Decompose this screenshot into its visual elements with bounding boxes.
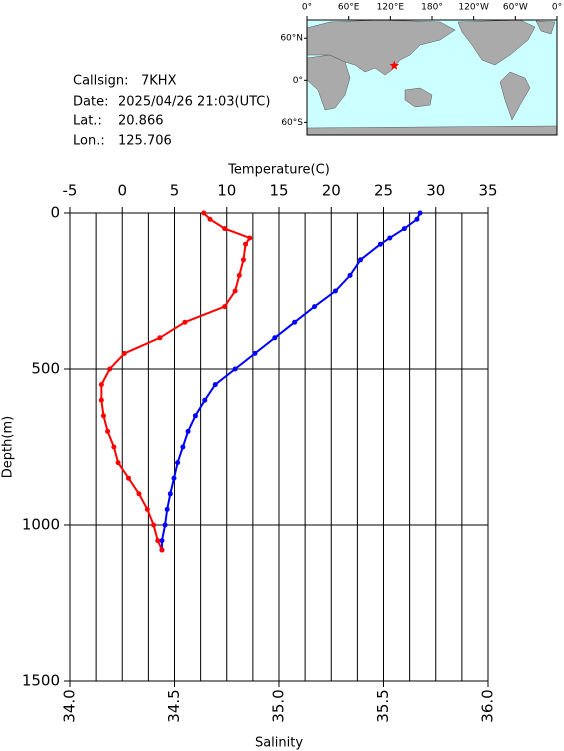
- profile-point: [247, 235, 253, 241]
- profile-point: [159, 538, 165, 544]
- profile-point: [222, 226, 228, 232]
- x2-tick-label: -5: [63, 182, 78, 200]
- map-x-tick-label: 60°W: [503, 3, 528, 13]
- x-tick-label: 34.5: [165, 689, 183, 722]
- profile-point: [414, 216, 420, 222]
- profile-point: [292, 319, 298, 325]
- profile-point: [185, 428, 191, 434]
- x2-tick-label: 20: [322, 182, 341, 200]
- lon-label: Lon.:: [73, 134, 105, 149]
- profile-point: [182, 319, 188, 325]
- profile-point: [98, 397, 104, 403]
- profile-point: [98, 382, 104, 388]
- lat: 20.866: [118, 114, 164, 129]
- profile-line: [100, 212, 252, 551]
- date-label: Date:: [73, 95, 108, 110]
- map-x-tick-label: 120°E: [377, 3, 405, 13]
- profile-point: [272, 335, 278, 341]
- station-marker: [389, 60, 400, 70]
- profile-point: [387, 235, 393, 241]
- map-x-tick-label: 0°: [552, 3, 562, 13]
- profile-point: [207, 216, 213, 222]
- profile-point: [136, 491, 142, 497]
- profile-point: [312, 304, 318, 310]
- profile-point: [358, 257, 364, 263]
- profile-point: [107, 366, 113, 372]
- profile-point: [126, 475, 132, 481]
- profile-point: [159, 547, 165, 553]
- profile-point: [212, 382, 218, 388]
- x2-tick-label: 35: [478, 182, 497, 200]
- profile-point: [157, 335, 163, 341]
- callsign: 7KHX: [141, 74, 177, 89]
- x2-tick-label: 5: [170, 182, 180, 200]
- profile-point: [377, 241, 383, 247]
- callsign-label: Callsign:: [73, 74, 129, 89]
- profile-point: [347, 272, 353, 278]
- profile-point: [332, 288, 338, 294]
- profile-point: [243, 241, 249, 247]
- profile-point: [151, 522, 157, 528]
- plot-frame: [69, 212, 489, 682]
- profile-point: [162, 522, 168, 528]
- map-x-tick-label: 60°E: [338, 3, 360, 13]
- profile-point: [201, 210, 207, 216]
- profile-point: [121, 350, 127, 356]
- map-y-tick-label: 60°N: [280, 34, 303, 44]
- profile-point: [100, 413, 106, 419]
- x-tick-label: 35.0: [270, 689, 288, 722]
- x2-tick-label: 30: [426, 182, 445, 200]
- map-x-tick-label: 180°: [421, 3, 443, 13]
- profile-point: [175, 460, 181, 466]
- profile-point: [232, 366, 238, 372]
- x-tick-label: 34.0: [61, 689, 79, 722]
- profile-point: [236, 272, 242, 278]
- lon: 125.706: [118, 134, 172, 149]
- x2-axis-label: Temperature(C): [227, 163, 330, 178]
- profile-point: [417, 210, 423, 216]
- map-x-tick-label: 0°: [302, 3, 312, 13]
- map-x-tick-label: 120°W: [458, 3, 489, 13]
- profile-point: [171, 475, 177, 481]
- y-axis-label: Depth(m): [1, 416, 16, 478]
- profile-point: [144, 506, 150, 512]
- y-tick-label: 0: [50, 204, 60, 222]
- x2-tick-label: 0: [117, 182, 127, 200]
- y-tick-label: 1500: [22, 672, 60, 690]
- map-y-tick-label: 0°: [293, 76, 303, 86]
- y-tick-label: 1000: [22, 516, 60, 534]
- profile-point: [167, 491, 173, 497]
- profile-point: [111, 444, 117, 450]
- profile-point: [180, 444, 186, 450]
- x2-tick-label: 10: [217, 182, 236, 200]
- x-tick-label: 35.5: [374, 689, 392, 722]
- date: 2025/04/26 21:03(UTC): [118, 95, 270, 110]
- profile-point: [155, 538, 161, 544]
- profile-point: [202, 397, 208, 403]
- x-tick-label: 36.0: [479, 689, 497, 722]
- profile-point: [232, 288, 238, 294]
- map-land: [306, 19, 558, 136]
- y-tick-label: 500: [31, 360, 60, 378]
- profile-point: [192, 413, 198, 419]
- x2-tick-label: 25: [374, 182, 393, 200]
- profile-point: [105, 428, 111, 434]
- profile-point: [222, 304, 228, 310]
- map-y-tick-label: 60°S: [281, 118, 303, 128]
- profile-point: [401, 226, 407, 232]
- profile-point: [164, 506, 170, 512]
- profile-point: [240, 257, 246, 263]
- x2-tick-label: 15: [269, 182, 288, 200]
- lat-label: Lat.:: [73, 114, 102, 129]
- profile-point: [252, 350, 258, 356]
- x-axis-label: Salinity: [255, 736, 303, 751]
- profile-point: [115, 460, 121, 466]
